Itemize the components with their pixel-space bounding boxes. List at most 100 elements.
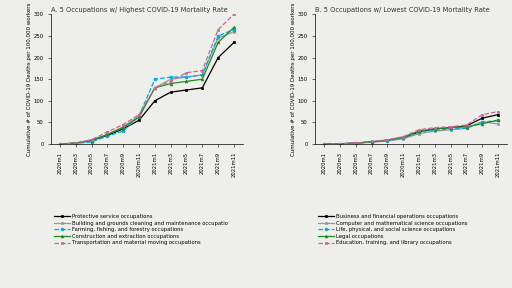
Business and financial operations occupations bbox=[416, 130, 422, 134]
Protective service occupations bbox=[120, 127, 126, 131]
Education, training, and library occupations bbox=[495, 110, 501, 113]
Protective service occupations bbox=[231, 41, 237, 44]
Education, training, and library occupations bbox=[321, 142, 327, 146]
Transportation and material moving occupations bbox=[57, 142, 63, 146]
Legal occupations bbox=[495, 119, 501, 122]
Legal occupations bbox=[479, 122, 485, 126]
Education, training, and library occupations bbox=[463, 123, 470, 127]
Farming, fishing, and forestry occupations bbox=[136, 114, 142, 118]
Y-axis label: Cumulative # of COVID-19 Deaths per 100,000 workers: Cumulative # of COVID-19 Deaths per 100,… bbox=[291, 3, 296, 156]
Computer and mathematical science occupations bbox=[353, 142, 359, 145]
Education, training, and library occupations bbox=[369, 140, 375, 143]
Protective service occupations bbox=[57, 142, 63, 146]
Education, training, and library occupations bbox=[385, 138, 391, 141]
Construction and extraction occupations bbox=[199, 77, 205, 81]
Legal occupations bbox=[400, 135, 407, 139]
Building and grounds cleaning and maintenance occupatio bbox=[231, 30, 237, 33]
Line: Life, physical, and social science occupations: Life, physical, and social science occup… bbox=[323, 119, 500, 145]
Computer and mathematical science occupations bbox=[432, 129, 438, 133]
Legal occupations bbox=[463, 125, 470, 128]
Transportation and material moving occupations bbox=[167, 80, 174, 83]
Farming, fishing, and forestry occupations bbox=[231, 28, 237, 31]
Computer and mathematical science occupations bbox=[416, 132, 422, 135]
Computer and mathematical science occupations bbox=[321, 142, 327, 146]
Business and financial operations occupations bbox=[495, 113, 501, 116]
Construction and extraction occupations bbox=[152, 86, 158, 90]
Education, training, and library occupations bbox=[432, 126, 438, 129]
Farming, fishing, and forestry occupations bbox=[167, 75, 174, 79]
Building and grounds cleaning and maintenance occupatio bbox=[199, 73, 205, 77]
Transportation and material moving occupations bbox=[152, 86, 158, 90]
Building and grounds cleaning and maintenance occupatio bbox=[73, 141, 79, 145]
Legend: Business and financial operations occupations, Computer and mathematical science: Business and financial operations occupa… bbox=[318, 214, 467, 245]
Education, training, and library occupations bbox=[337, 142, 343, 145]
Legal occupations bbox=[432, 127, 438, 131]
Line: Legal occupations: Legal occupations bbox=[323, 119, 500, 145]
Line: Computer and mathematical science occupations: Computer and mathematical science occupa… bbox=[323, 120, 500, 145]
Business and financial operations occupations bbox=[321, 142, 327, 146]
Life, physical, and social science occupations bbox=[479, 121, 485, 124]
Computer and mathematical science occupations bbox=[337, 142, 343, 146]
Legal occupations bbox=[353, 141, 359, 145]
Life, physical, and social science occupations bbox=[321, 142, 327, 146]
Construction and extraction occupations bbox=[73, 141, 79, 145]
Life, physical, and social science occupations bbox=[495, 119, 501, 122]
Line: Construction and extraction occupations: Construction and extraction occupations bbox=[58, 26, 236, 145]
Farming, fishing, and forestry occupations bbox=[183, 75, 189, 79]
Transportation and material moving occupations bbox=[231, 13, 237, 16]
Education, training, and library occupations bbox=[353, 141, 359, 145]
Business and financial operations occupations bbox=[432, 127, 438, 131]
Transportation and material moving occupations bbox=[215, 28, 221, 31]
Y-axis label: Cumulative # of COVID-19 Deaths per 100,000 workers: Cumulative # of COVID-19 Deaths per 100,… bbox=[27, 3, 32, 156]
Building and grounds cleaning and maintenance occupatio bbox=[57, 142, 63, 146]
Business and financial operations occupations bbox=[353, 141, 359, 145]
Business and financial operations occupations bbox=[385, 139, 391, 142]
Life, physical, and social science occupations bbox=[447, 127, 454, 131]
Life, physical, and social science occupations bbox=[463, 126, 470, 130]
Building and grounds cleaning and maintenance occupatio bbox=[120, 125, 126, 128]
Life, physical, and social science occupations bbox=[369, 140, 375, 144]
Line: Business and financial operations occupations: Business and financial operations occupa… bbox=[323, 113, 500, 145]
Protective service occupations bbox=[167, 90, 174, 94]
Computer and mathematical science occupations bbox=[369, 141, 375, 144]
Life, physical, and social science occupations bbox=[337, 142, 343, 145]
Farming, fishing, and forestry occupations bbox=[104, 134, 111, 138]
Construction and extraction occupations bbox=[57, 142, 63, 146]
Business and financial operations occupations bbox=[369, 140, 375, 144]
Education, training, and library occupations bbox=[447, 125, 454, 128]
Legal occupations bbox=[337, 142, 343, 145]
Transportation and material moving occupations bbox=[89, 138, 95, 141]
Construction and extraction occupations bbox=[89, 139, 95, 142]
Legal occupations bbox=[416, 129, 422, 133]
Line: Protective service occupations: Protective service occupations bbox=[58, 41, 236, 145]
Transportation and material moving occupations bbox=[104, 130, 111, 134]
Farming, fishing, and forestry occupations bbox=[57, 142, 63, 146]
Protective service occupations bbox=[73, 141, 79, 145]
Transportation and material moving occupations bbox=[183, 71, 189, 75]
Building and grounds cleaning and maintenance occupatio bbox=[167, 77, 174, 81]
Building and grounds cleaning and maintenance occupatio bbox=[183, 75, 189, 79]
Protective service occupations bbox=[104, 134, 111, 137]
Transportation and material moving occupations bbox=[73, 141, 79, 145]
Computer and mathematical science occupations bbox=[400, 137, 407, 141]
Farming, fishing, and forestry occupations bbox=[215, 34, 221, 38]
Line: Education, training, and library occupations: Education, training, and library occupat… bbox=[323, 110, 500, 145]
Building and grounds cleaning and maintenance occupatio bbox=[136, 114, 142, 118]
Protective service occupations bbox=[136, 119, 142, 122]
Transportation and material moving occupations bbox=[199, 69, 205, 72]
Protective service occupations bbox=[215, 56, 221, 59]
Building and grounds cleaning and maintenance occupatio bbox=[104, 133, 111, 136]
Life, physical, and social science occupations bbox=[353, 141, 359, 145]
Protective service occupations bbox=[89, 139, 95, 142]
Computer and mathematical science occupations bbox=[463, 127, 470, 130]
Farming, fishing, and forestry occupations bbox=[120, 129, 126, 133]
Protective service occupations bbox=[199, 86, 205, 90]
Legal occupations bbox=[369, 140, 375, 144]
Farming, fishing, and forestry occupations bbox=[73, 142, 79, 145]
Computer and mathematical science occupations bbox=[479, 120, 485, 123]
Line: Transportation and material moving occupations: Transportation and material moving occup… bbox=[58, 13, 236, 145]
Computer and mathematical science occupations bbox=[385, 139, 391, 143]
Computer and mathematical science occupations bbox=[495, 122, 501, 126]
Construction and extraction occupations bbox=[136, 115, 142, 119]
Text: A. 5 Occupations w/ Highest COVID-19 Mortality Rate: A. 5 Occupations w/ Highest COVID-19 Mor… bbox=[51, 7, 228, 13]
